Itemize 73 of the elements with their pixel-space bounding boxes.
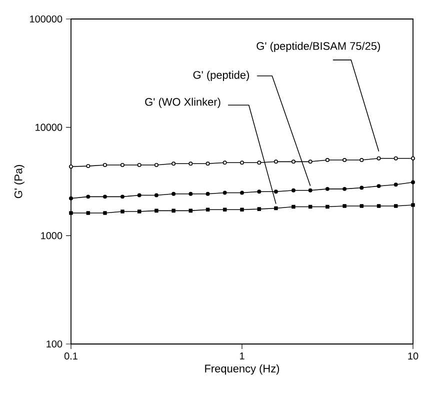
point xyxy=(154,208,158,213)
point xyxy=(120,163,124,167)
point xyxy=(172,162,176,166)
x-axis-title: Frequency (Hz) xyxy=(205,364,280,375)
point xyxy=(154,163,158,167)
y-tick-label: 100000 xyxy=(30,15,62,23)
point xyxy=(342,186,347,191)
point xyxy=(308,188,312,192)
point xyxy=(291,160,296,164)
point xyxy=(376,204,381,208)
point xyxy=(86,164,90,168)
point xyxy=(222,190,227,195)
point xyxy=(188,192,193,196)
text: G' (WO Xlinker) xyxy=(145,98,220,108)
point xyxy=(137,193,142,198)
point xyxy=(86,211,90,215)
point xyxy=(69,164,73,169)
point xyxy=(394,204,398,208)
text: G' (peptide) xyxy=(193,70,249,81)
y-tick-label: 10000 xyxy=(36,124,62,131)
point xyxy=(206,208,210,212)
point xyxy=(342,158,347,162)
y-tick-label: 100 xyxy=(46,340,62,348)
point xyxy=(274,190,278,194)
point xyxy=(206,192,210,196)
point xyxy=(411,203,415,207)
point xyxy=(291,188,296,192)
point xyxy=(240,208,244,212)
point xyxy=(240,190,244,195)
text: G' (peptide/BISAM 75/25) xyxy=(256,42,380,52)
point xyxy=(172,192,176,196)
point xyxy=(360,186,364,190)
point xyxy=(222,208,227,212)
x-tick-label: 0.1 xyxy=(64,352,78,360)
point xyxy=(120,194,124,199)
point xyxy=(360,204,364,208)
point xyxy=(188,162,193,166)
point xyxy=(222,160,227,165)
point xyxy=(257,207,262,211)
point xyxy=(69,211,73,215)
point xyxy=(137,210,142,214)
x-tick-label: 10 xyxy=(408,352,418,360)
point xyxy=(103,211,107,215)
point xyxy=(308,160,312,164)
point xyxy=(240,160,244,165)
point xyxy=(411,156,415,160)
point xyxy=(274,206,278,210)
y-axis-title: G' (Pa) xyxy=(14,165,24,198)
point xyxy=(102,194,107,199)
point xyxy=(292,204,296,209)
point xyxy=(326,204,330,209)
point xyxy=(86,194,90,199)
point xyxy=(274,160,278,164)
point xyxy=(394,156,398,160)
point xyxy=(325,186,330,191)
y-tick-label: 1000 xyxy=(41,232,62,240)
point xyxy=(120,210,124,214)
point xyxy=(137,163,142,167)
point xyxy=(376,156,381,160)
point xyxy=(394,182,398,187)
point xyxy=(376,184,381,188)
point xyxy=(411,180,415,184)
point xyxy=(172,208,176,213)
point xyxy=(257,190,262,194)
point xyxy=(102,163,107,167)
point xyxy=(206,162,210,166)
point xyxy=(360,158,364,162)
point xyxy=(154,193,158,198)
x-tick-label: 1 xyxy=(240,352,244,360)
point xyxy=(257,160,262,165)
point xyxy=(325,158,330,162)
point xyxy=(342,204,346,208)
point xyxy=(69,196,73,200)
